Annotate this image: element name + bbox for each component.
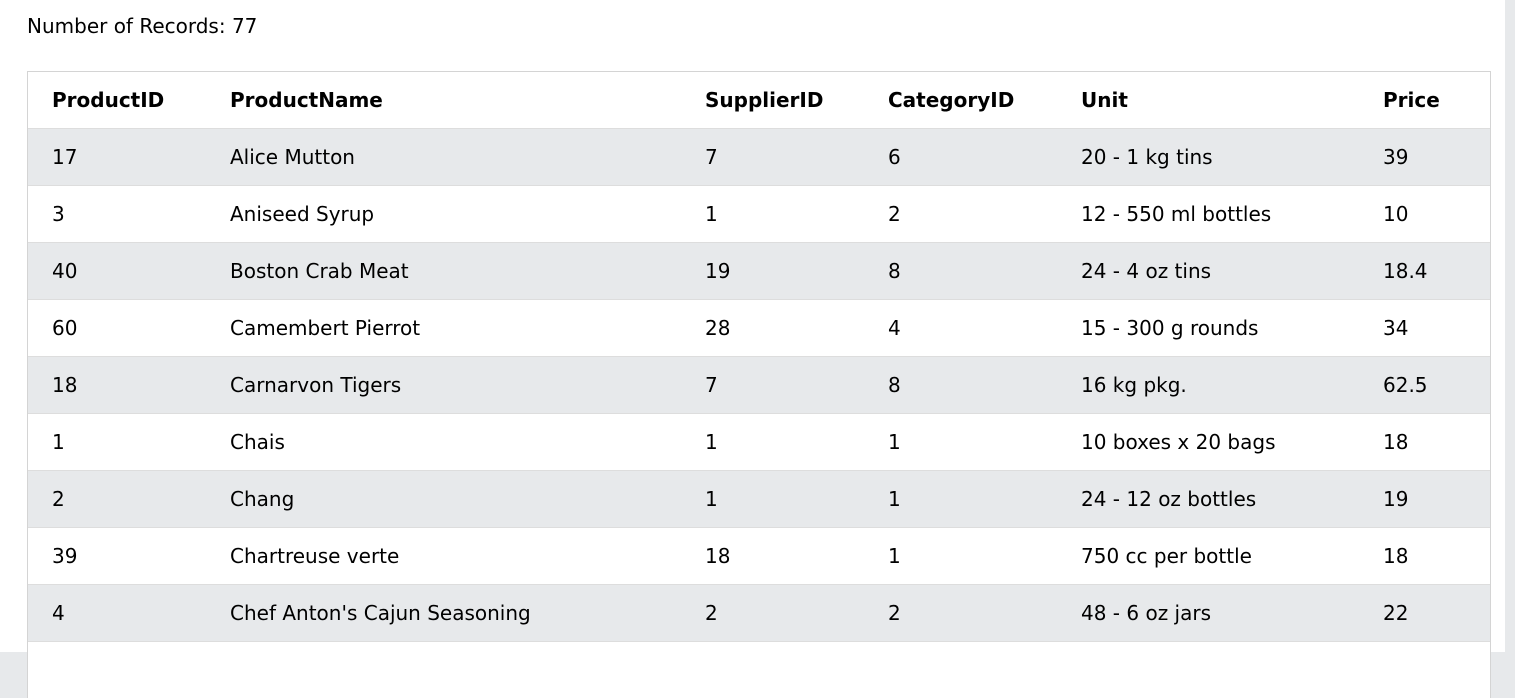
cell-productname: Aniseed Syrup: [206, 186, 681, 243]
cell-categoryid: 4: [864, 300, 1057, 357]
cell-price: 18: [1359, 414, 1490, 471]
cell-price: 22: [1359, 585, 1490, 642]
cell-supplierid: 2: [681, 585, 864, 642]
cell-unit: 16 kg pkg.: [1057, 357, 1359, 414]
result-panel: Number of Records: 77 ProductID ProductN…: [0, 0, 1505, 652]
column-header-productname: ProductName: [206, 72, 681, 129]
cell-supplierid: 1: [681, 186, 864, 243]
cell-productname: Alice Mutton: [206, 129, 681, 186]
table-row: 4 Chef Anton's Cajun Seasoning 2 2 48 - …: [28, 585, 1490, 642]
table-row: 39 Chartreuse verte 18 1 750 cc per bott…: [28, 528, 1490, 585]
column-header-unit: Unit: [1057, 72, 1359, 129]
column-header-categoryid: CategoryID: [864, 72, 1057, 129]
table-header-row: ProductID ProductName SupplierID Categor…: [28, 72, 1490, 129]
cell-productid: 60: [28, 300, 206, 357]
cell-unit: [1057, 642, 1359, 698]
cell-price: 19: [1359, 471, 1490, 528]
cell-productname: Boston Crab Meat: [206, 243, 681, 300]
cell-productname: Chais: [206, 414, 681, 471]
record-count: Number of Records: 77: [27, 12, 257, 40]
column-header-productid: ProductID: [28, 72, 206, 129]
cell-supplierid: 18: [681, 528, 864, 585]
cell-unit: 15 - 300 g rounds: [1057, 300, 1359, 357]
cell-supplierid: 1: [681, 414, 864, 471]
cell-categoryid: 6: [864, 129, 1057, 186]
cell-unit: 24 - 12 oz bottles: [1057, 471, 1359, 528]
cell-productname: Carnarvon Tigers: [206, 357, 681, 414]
cell-productid: 17: [28, 129, 206, 186]
cell-price: 34: [1359, 300, 1490, 357]
cell-categoryid: 1: [864, 414, 1057, 471]
cell-categoryid: 8: [864, 243, 1057, 300]
cell-categoryid: 1: [864, 528, 1057, 585]
table-row: 3 Aniseed Syrup 1 2 12 - 550 ml bottles …: [28, 186, 1490, 243]
cell-productname: Camembert Pierrot: [206, 300, 681, 357]
cell-productname: [206, 642, 681, 698]
table-row: 2 Chang 1 1 24 - 12 oz bottles 19: [28, 471, 1490, 528]
cell-categoryid: 2: [864, 186, 1057, 243]
cell-productid: 1: [28, 414, 206, 471]
cell-categoryid: 8: [864, 357, 1057, 414]
table-row: 17 Alice Mutton 7 6 20 - 1 kg tins 39: [28, 129, 1490, 186]
cell-productid: 40: [28, 243, 206, 300]
cell-productname: Chang: [206, 471, 681, 528]
cell-price: 18: [1359, 528, 1490, 585]
cell-supplierid: 7: [681, 129, 864, 186]
cell-unit: 48 - 6 oz jars: [1057, 585, 1359, 642]
column-header-supplierid: SupplierID: [681, 72, 864, 129]
cell-productid: [28, 642, 206, 698]
cell-price: 18.4: [1359, 243, 1490, 300]
cell-price: 39: [1359, 129, 1490, 186]
results-table: ProductID ProductName SupplierID Categor…: [28, 72, 1490, 698]
cell-supplierid: 28: [681, 300, 864, 357]
results-table-container: ProductID ProductName SupplierID Categor…: [27, 71, 1491, 698]
cell-categoryid: [864, 642, 1057, 698]
cell-productid: 3: [28, 186, 206, 243]
page-scrollbar[interactable]: [1505, 0, 1515, 652]
cell-price: 62.5: [1359, 357, 1490, 414]
cell-unit: 750 cc per bottle: [1057, 528, 1359, 585]
cell-supplierid: [681, 642, 864, 698]
cell-productid: 4: [28, 585, 206, 642]
cell-unit: 24 - 4 oz tins: [1057, 243, 1359, 300]
table-row: 40 Boston Crab Meat 19 8 24 - 4 oz tins …: [28, 243, 1490, 300]
cell-categoryid: 1: [864, 471, 1057, 528]
table-row: 60 Camembert Pierrot 28 4 15 - 300 g rou…: [28, 300, 1490, 357]
table-row: 1 Chais 1 1 10 boxes x 20 bags 18: [28, 414, 1490, 471]
cell-productid: 2: [28, 471, 206, 528]
cell-unit: 12 - 550 ml bottles: [1057, 186, 1359, 243]
cell-unit: 20 - 1 kg tins: [1057, 129, 1359, 186]
cell-productname: Chartreuse verte: [206, 528, 681, 585]
cell-supplierid: 7: [681, 357, 864, 414]
cell-supplierid: 1: [681, 471, 864, 528]
cell-productid: 39: [28, 528, 206, 585]
table-row: [28, 642, 1490, 698]
cell-categoryid: 2: [864, 585, 1057, 642]
cell-productid: 18: [28, 357, 206, 414]
column-header-price: Price: [1359, 72, 1490, 129]
table-row: 18 Carnarvon Tigers 7 8 16 kg pkg. 62.5: [28, 357, 1490, 414]
cell-unit: 10 boxes x 20 bags: [1057, 414, 1359, 471]
cell-price: 10: [1359, 186, 1490, 243]
cell-supplierid: 19: [681, 243, 864, 300]
cell-price: [1359, 642, 1490, 698]
cell-productname: Chef Anton's Cajun Seasoning: [206, 585, 681, 642]
